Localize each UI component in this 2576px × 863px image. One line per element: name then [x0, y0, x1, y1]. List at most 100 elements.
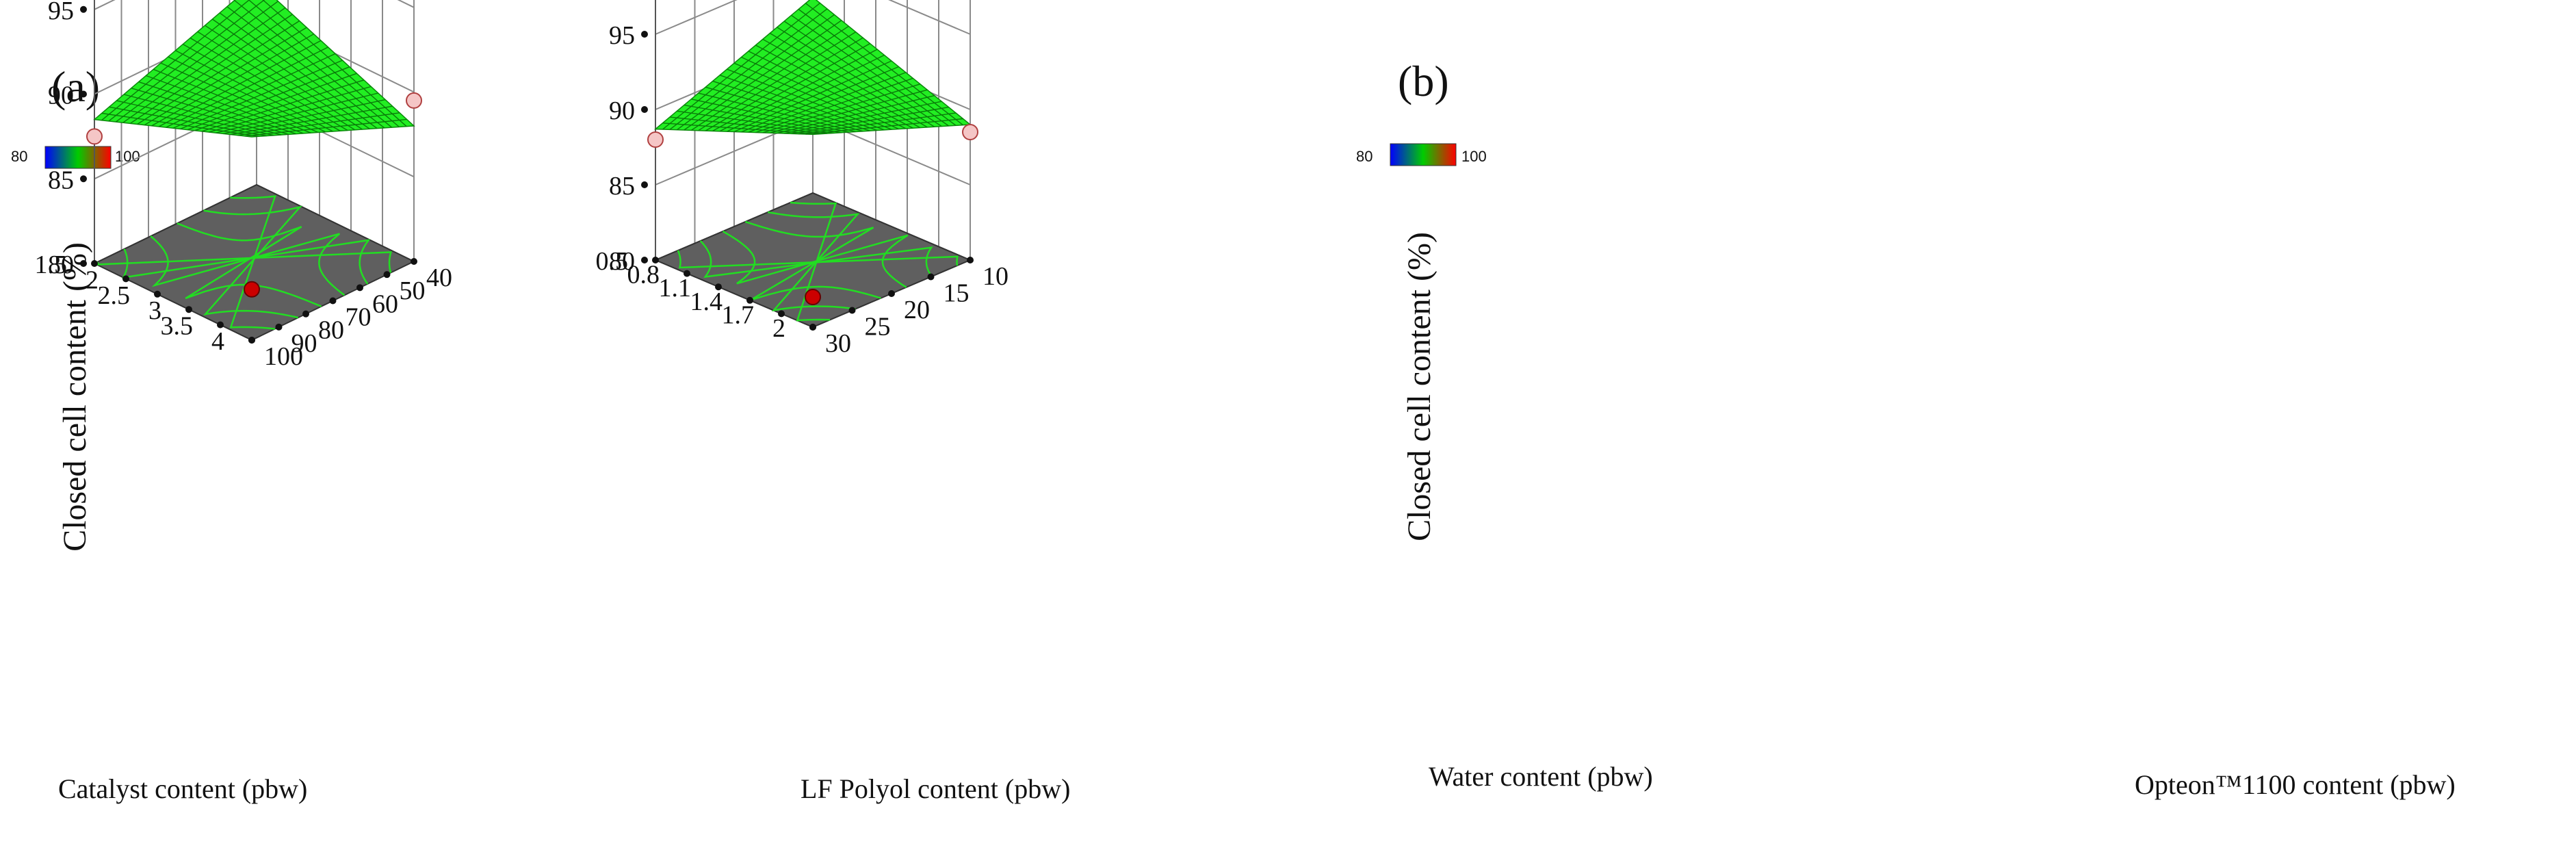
ticks-a: 1.522.533.5440506070809010080859095100	[35, 0, 453, 371]
colorbar-max-label-b: 100	[1461, 148, 1487, 165]
panel-label-a: (a)	[51, 62, 100, 111]
surface-mesh-line	[755, 44, 913, 129]
z-tick-label: 95	[48, 0, 74, 25]
y-tick-label: 50	[400, 276, 426, 305]
panel-a: (a) 80 100 Closed cell content (%) Catal…	[11, 0, 1070, 804]
surface-mesh-line	[262, 0, 407, 127]
y-tick-label: 15	[944, 279, 970, 308]
surface-mesh-line	[798, 8, 957, 126]
y-tick-label: 25	[865, 313, 891, 342]
z-tick-mark	[80, 260, 87, 267]
colorbar-min-label-b: 80	[1356, 148, 1372, 165]
surface-mesh-line	[791, 14, 950, 127]
z-tick-label: 95	[609, 21, 635, 50]
y-tick-mark	[383, 271, 391, 279]
surface-mesh-line	[783, 21, 942, 127]
y-tick-label: 90	[291, 329, 317, 358]
y-tick-mark	[248, 337, 255, 344]
x-tick-mark	[684, 270, 690, 277]
z-tick-label: 90	[609, 96, 635, 125]
z-tick-label: 85	[48, 166, 74, 194]
surface-mesh-line	[769, 32, 928, 128]
surface-mesh-line	[216, 92, 378, 133]
contour-line	[122, 239, 371, 285]
surface-mesh-line	[201, 79, 365, 132]
y-tick-mark	[927, 273, 935, 281]
z-tick-label: 90	[48, 81, 74, 110]
surface-mesh-line	[741, 66, 899, 133]
contour-line	[203, 205, 302, 319]
colorbar-gradient-b	[1390, 143, 1457, 166]
contour-line	[722, 230, 909, 288]
surface-a	[93, 0, 415, 138]
y-tick-label: 60	[372, 289, 398, 318]
contours-b	[677, 201, 959, 322]
surface-mesh-line	[791, 106, 949, 134]
contour-line	[177, 222, 322, 307]
contour-line	[699, 240, 933, 279]
y-tick-mark	[275, 323, 283, 331]
contour-line	[745, 220, 881, 301]
x-tick-mark	[122, 275, 129, 283]
surface-mesh-line	[180, 60, 343, 130]
ticks-b: 0.50.81.11.41.72101520253080859095100	[596, 21, 1009, 358]
surface-mesh-line	[219, 12, 378, 129]
surface-mesh-line	[248, 0, 400, 128]
panel-label-b: (b)	[1398, 57, 1449, 105]
contour-line	[150, 233, 346, 296]
surface-mesh-line	[211, 18, 370, 129]
design-point-below	[86, 128, 103, 145]
surface-mesh-line	[777, 95, 935, 134]
z-tick-mark	[80, 90, 87, 98]
colorbar-gradient-a	[44, 146, 112, 169]
z-tick-mark	[641, 106, 648, 113]
x-tick-mark	[154, 290, 161, 298]
surface-mesh-line	[205, 25, 363, 130]
x-tick-label: 0.5	[596, 247, 629, 276]
y-tick-mark	[302, 310, 309, 318]
surface-mesh-line	[784, 101, 942, 134]
surface-fill	[93, 0, 415, 138]
x-tick-label: 1.5	[35, 250, 68, 279]
x-tick-label: 2.5	[98, 281, 131, 310]
x-tick-label: 1.4	[690, 287, 723, 316]
x-tick-label: 0.8	[627, 261, 660, 289]
y-tick-mark	[411, 258, 417, 265]
design-point-below	[647, 131, 664, 148]
plot-area-a: 1.522.533.5440506070809010080859095100	[35, 0, 453, 371]
design-point-above	[244, 281, 260, 298]
surface-b	[654, 0, 972, 136]
surface-mesh-line	[762, 83, 921, 133]
x-tick-mark	[217, 321, 224, 329]
y-tick-label: 100	[264, 342, 303, 371]
surface-mesh-line	[223, 99, 386, 135]
surface-mesh-line	[175, 50, 333, 132]
z-axis-label-a: Closed cell content (%)	[57, 242, 93, 552]
design-point-below	[406, 92, 422, 109]
z-tick-mark	[80, 5, 87, 13]
colorbar-a: 80 100	[11, 146, 140, 169]
surface-mesh-line	[805, 3, 963, 126]
x-tick-mark	[746, 296, 753, 304]
colorbar-min-label-a: 80	[11, 148, 27, 165]
surface-mesh-line	[226, 6, 385, 129]
x-tick-label: 3	[148, 296, 161, 325]
contours-a	[96, 195, 392, 330]
surface-mesh-line	[733, 62, 892, 130]
y-tick-mark	[967, 257, 974, 263]
y-tick-mark	[809, 324, 816, 331]
surface-mesh-line	[237, 112, 400, 136]
panel-b: (b) 80 100 Closed cell content (%) Water…	[596, 0, 2456, 800]
x-tick-label: 4	[211, 327, 224, 356]
surface-mesh-line	[748, 51, 907, 129]
contour-line	[677, 250, 959, 269]
z-tick-mark	[641, 31, 648, 38]
x-tick-mark	[652, 257, 659, 263]
x-tick-mark	[185, 306, 192, 313]
x-tick-mark	[715, 283, 722, 291]
surface-mesh-line	[187, 66, 350, 131]
y-tick-label: 40	[426, 263, 452, 292]
surface-mesh-line	[182, 43, 341, 131]
y-tick-mark	[888, 290, 895, 297]
